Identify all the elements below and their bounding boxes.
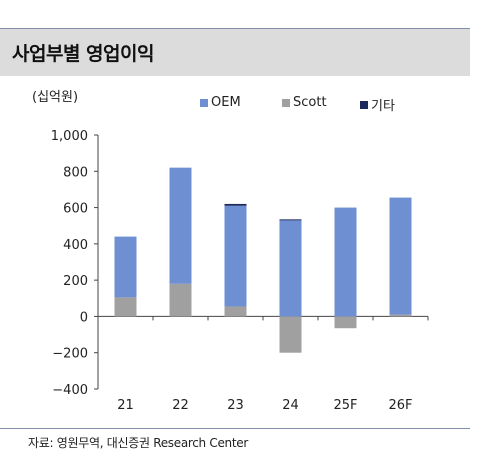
bar-scott — [169, 283, 192, 317]
chart-title: 사업부별 영업이익 — [12, 43, 154, 65]
legend-label-other: 기타 — [371, 99, 395, 114]
legend-swatch-oem — [200, 98, 208, 107]
bar-oem — [279, 220, 302, 317]
y-tick-label: 0 — [80, 310, 88, 325]
legend-label-oem: OEM — [211, 95, 241, 110]
source-note: 자료: 영원무역, 대신증권 Research Center — [28, 436, 248, 450]
bar-scott — [334, 316, 357, 329]
bar-oem — [224, 205, 247, 307]
y-tick-label: 800 — [63, 165, 88, 180]
legend-item-other: 기타 — [360, 95, 395, 114]
bar-oem — [114, 236, 137, 298]
bar-scott — [389, 314, 412, 317]
legend-swatch-scott — [282, 98, 290, 107]
title-bar: 사업부별 영업이익 — [0, 28, 470, 76]
bar-oem — [389, 197, 412, 315]
y-tick-label: −400 — [52, 383, 88, 398]
bar-scott — [224, 306, 247, 317]
x-tick-label: 25F — [333, 398, 357, 413]
bar-기타 — [279, 219, 302, 221]
x-tick-label: 26F — [388, 398, 412, 413]
x-tick-label: 24 — [282, 398, 299, 413]
legend-item-oem: OEM — [200, 95, 241, 110]
y-tick-label: −200 — [52, 347, 88, 362]
legend-item-scott: Scott — [282, 95, 327, 110]
bar-scott — [279, 316, 302, 353]
unit-label: (십억원) — [32, 90, 79, 105]
legend-swatch-other — [360, 100, 368, 109]
bar-oem — [334, 207, 357, 317]
x-tick-label: 23 — [227, 398, 244, 413]
bar-기타 — [224, 203, 247, 206]
y-tick-label: 600 — [63, 202, 88, 217]
y-tick-label: 1,000 — [51, 129, 88, 144]
bar-oem — [169, 167, 192, 284]
bottom-rule — [0, 428, 470, 429]
bar-scott — [114, 297, 137, 317]
y-tick-label: 200 — [63, 274, 88, 289]
x-tick-label: 22 — [172, 398, 189, 413]
y-tick-label: 400 — [63, 238, 88, 253]
x-tick-label: 21 — [117, 398, 134, 413]
legend-label-scott: Scott — [293, 95, 327, 110]
